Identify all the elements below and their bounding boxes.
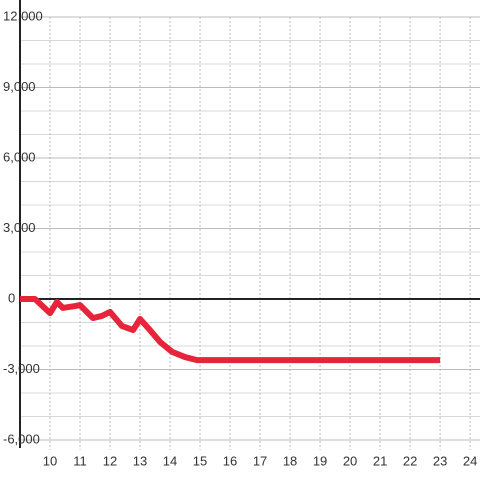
x-tick-label: 17	[253, 453, 267, 468]
y-tick-label: 6,000	[3, 149, 36, 164]
y-tick-label: 9,000	[3, 79, 36, 94]
x-tick-label: 23	[433, 453, 447, 468]
x-tick-label: 19	[313, 453, 327, 468]
x-tick-label: 21	[373, 453, 387, 468]
data-line	[20, 296, 441, 364]
y-tick-label: -6,000	[3, 431, 40, 446]
x-tick-label: 16	[223, 453, 237, 468]
x-tick-label: 14	[163, 453, 177, 468]
x-tick-label: 22	[403, 453, 417, 468]
x-tick-label: 18	[283, 453, 297, 468]
x-tick-label: 15	[193, 453, 207, 468]
x-tick-label: 11	[73, 453, 87, 468]
x-tick-label: 12	[103, 453, 117, 468]
y-tick-label: 3,000	[3, 220, 36, 235]
x-tick-label: 10	[43, 453, 57, 468]
x-tick-label: 20	[343, 453, 357, 468]
x-tick-label: 24	[463, 453, 477, 468]
y-tick-label: 12,000	[3, 8, 43, 23]
x-tick-label: 13	[133, 453, 147, 468]
y-tick-label: 0	[8, 290, 15, 305]
y-tick-label: -3,000	[3, 361, 40, 376]
